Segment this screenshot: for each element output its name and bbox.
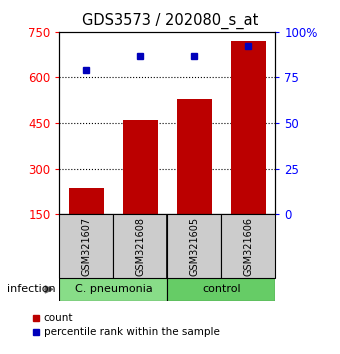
Text: control: control	[202, 284, 241, 295]
Bar	[123, 120, 158, 214]
Text: GSM321608: GSM321608	[135, 217, 146, 275]
Text: GSM321605: GSM321605	[189, 216, 200, 276]
Legend: count, percentile rank within the sample: count, percentile rank within the sample	[32, 313, 220, 337]
Bar	[114, 214, 167, 278]
Bar	[69, 188, 104, 214]
Text: infection: infection	[7, 284, 55, 295]
Text: GSM321607: GSM321607	[82, 216, 91, 276]
Bar	[59, 278, 168, 301]
Bar	[221, 214, 275, 278]
Text: GDS3573 / 202080_s_at: GDS3573 / 202080_s_at	[82, 12, 258, 29]
Text: GSM321606: GSM321606	[243, 217, 253, 275]
Bar	[167, 278, 275, 301]
Bar	[167, 214, 221, 278]
Bar	[59, 214, 114, 278]
Text: C. pneumonia: C. pneumonia	[74, 284, 152, 295]
Bar	[231, 41, 266, 214]
Bar	[177, 99, 212, 214]
